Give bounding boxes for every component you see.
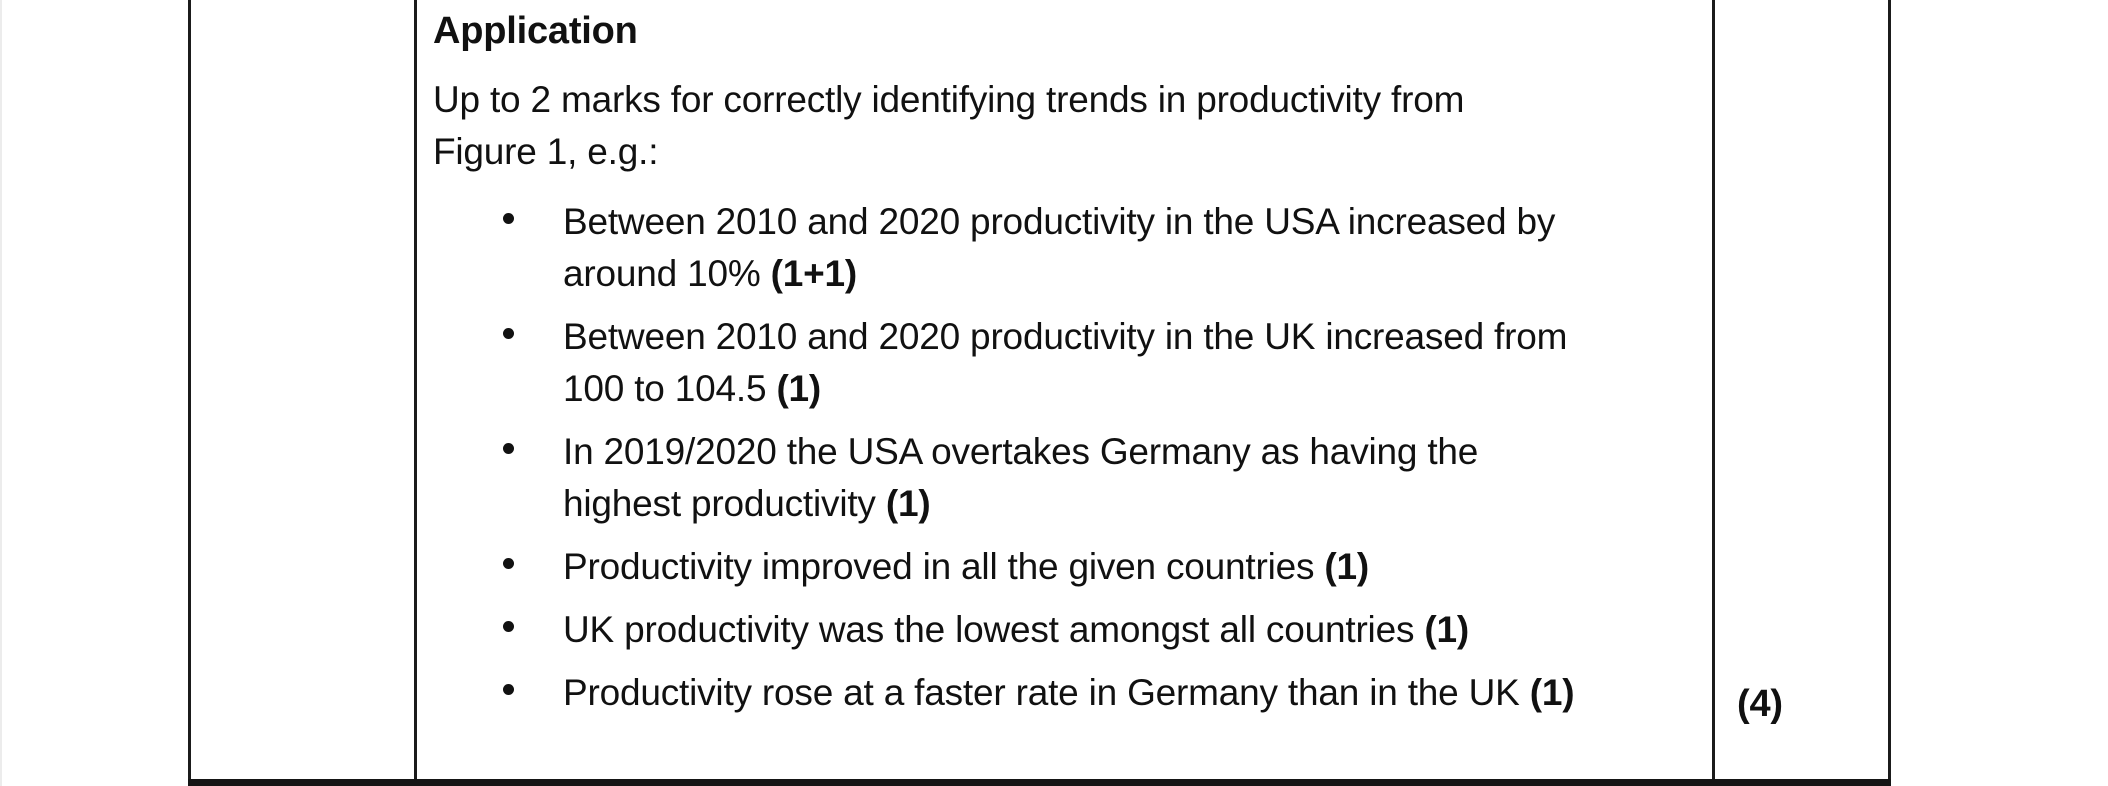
bullet-line: In 2019/2020 the USA overtakes Germany a… xyxy=(563,431,1479,472)
bullet-line: highest productivity xyxy=(563,483,876,524)
question-number-cell xyxy=(191,0,414,779)
bullet-line: Productivity improved in all the given c… xyxy=(563,546,1315,587)
list-item: Between 2010 and 2020 productivity in th… xyxy=(503,196,1702,300)
bullet-line: Productivity rose at a faster rate in Ge… xyxy=(563,672,1520,713)
mark-tally: (1) xyxy=(1324,546,1370,587)
table-border-right xyxy=(1888,0,1891,786)
list-item: Between 2010 and 2020 productivity in th… xyxy=(503,311,1702,415)
bullet-list: Between 2010 and 2020 productivity in th… xyxy=(433,196,1702,719)
answer-cell: Application Up to 2 marks for correctly … xyxy=(417,0,1712,779)
table-border-column-3 xyxy=(1712,0,1715,786)
list-item: In 2019/2020 the USA overtakes Germany a… xyxy=(503,426,1702,530)
bullet-line: UK productivity was the lowest amongst a… xyxy=(563,609,1415,650)
marks-cell: (4) xyxy=(1715,0,1888,779)
intro-line-2: Figure 1, e.g.: xyxy=(433,131,659,172)
bullet-line: around 10% xyxy=(563,253,761,294)
page-edge-line xyxy=(0,0,2,786)
table-border-bottom xyxy=(188,779,1891,786)
mark-tally: (1) xyxy=(1424,609,1469,650)
mark-tally: (1) xyxy=(885,483,931,524)
list-item: Productivity improved in all the given c… xyxy=(503,541,1702,593)
total-marks: (4) xyxy=(1737,683,1783,725)
mark-tally: (1) xyxy=(776,368,822,409)
table-border-column-2 xyxy=(414,0,417,786)
bullet-line: 100 to 104.5 xyxy=(563,368,767,409)
intro-paragraph: Up to 2 marks for correctly identifying … xyxy=(433,74,1702,178)
table-border-left xyxy=(188,0,191,786)
mark-tally: (1) xyxy=(1529,672,1575,713)
bullet-line: Between 2010 and 2020 productivity in th… xyxy=(563,316,1568,357)
list-item: UK productivity was the lowest amongst a… xyxy=(503,604,1702,656)
intro-line-1: Up to 2 marks for correctly identifying … xyxy=(433,79,1465,120)
section-heading: Application xyxy=(433,10,638,52)
bullet-line: Between 2010 and 2020 productivity in th… xyxy=(563,201,1556,242)
list-item: Productivity rose at a faster rate in Ge… xyxy=(503,667,1702,719)
mark-tally: (1+1) xyxy=(770,253,858,294)
